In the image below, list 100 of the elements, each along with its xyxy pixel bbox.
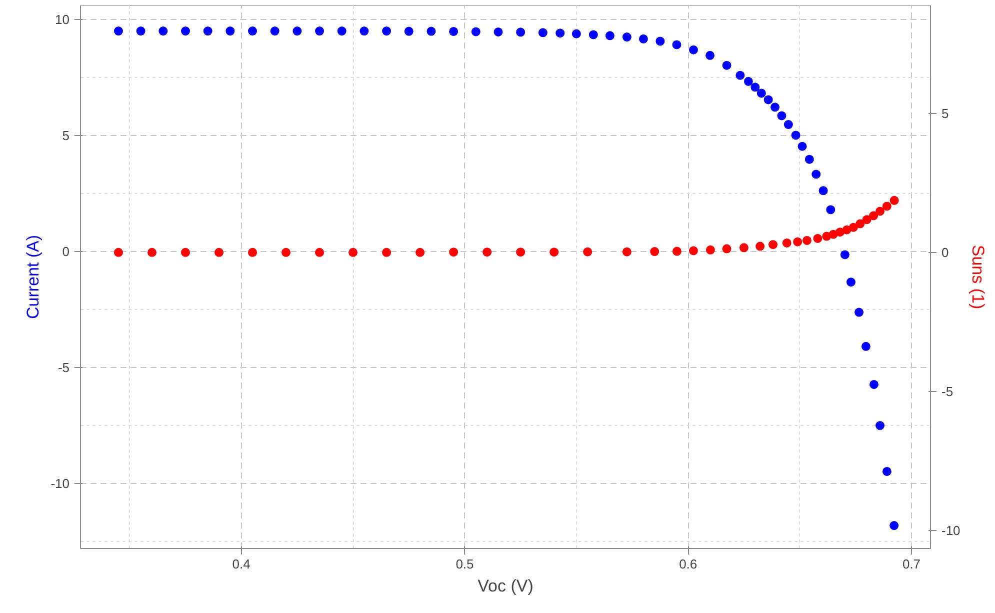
point (890, 521, 899, 530)
point (672, 40, 682, 50)
point (890, 196, 899, 205)
point (861, 342, 870, 351)
y2-tick-label: 5 (942, 106, 949, 121)
point (516, 248, 526, 257)
point (382, 26, 392, 36)
point (471, 27, 480, 36)
point (315, 26, 324, 36)
y-tick-label: -5 (58, 360, 70, 375)
point (638, 34, 648, 44)
point (114, 248, 123, 257)
point (516, 28, 526, 37)
x-tick-label: 0.4 (232, 556, 250, 572)
point (876, 421, 885, 430)
point (882, 466, 892, 476)
point (337, 26, 346, 36)
point (572, 29, 581, 38)
point (382, 248, 392, 257)
point (750, 82, 760, 92)
point (605, 31, 614, 40)
y2-tick-label: -5 (942, 384, 954, 399)
point (416, 248, 425, 257)
point (793, 237, 802, 246)
point (882, 202, 892, 211)
x-axis-title: Voc (V) (478, 576, 534, 596)
point (826, 205, 836, 214)
point (248, 248, 258, 257)
point (147, 248, 156, 257)
point (136, 26, 146, 36)
y-tick-label: 10 (55, 12, 70, 27)
point (770, 102, 780, 112)
point (404, 26, 414, 36)
point (804, 154, 814, 164)
point (722, 244, 732, 254)
point (672, 246, 682, 256)
y2-axis-title: Suns (1) (968, 244, 988, 310)
point (722, 60, 732, 70)
point (114, 26, 123, 36)
point (622, 32, 632, 42)
point (203, 26, 212, 36)
point (158, 26, 168, 36)
point (856, 219, 865, 228)
point (449, 248, 458, 257)
point (812, 170, 821, 179)
point (736, 70, 745, 80)
y-tick-label: 0 (62, 244, 70, 259)
point (798, 142, 807, 151)
point (869, 211, 878, 220)
point (706, 245, 715, 254)
point (583, 247, 592, 256)
point (739, 243, 748, 252)
point (482, 248, 492, 257)
point (706, 50, 715, 60)
point (426, 26, 436, 36)
point (214, 248, 224, 257)
point (876, 206, 885, 216)
y-tick-label: 5 (62, 128, 70, 143)
x-tick-label: 0.5 (456, 556, 474, 572)
point (622, 247, 632, 256)
point (226, 26, 235, 36)
point (588, 30, 598, 40)
point (550, 248, 559, 257)
point (846, 278, 856, 287)
point (348, 248, 358, 257)
point (782, 238, 792, 248)
point (270, 26, 280, 36)
y-tick-label: -10 (50, 476, 70, 492)
point (650, 247, 660, 256)
point (180, 26, 190, 36)
x-tick-label: 0.6 (679, 556, 698, 572)
point (813, 234, 822, 243)
y-axis-title: Current (A) (24, 234, 43, 320)
point (862, 215, 872, 224)
point (556, 28, 565, 38)
point (756, 242, 765, 251)
point (688, 246, 698, 256)
point (282, 248, 291, 257)
point (248, 26, 258, 36)
point (854, 308, 864, 317)
point (802, 236, 812, 245)
point (688, 45, 698, 54)
point (818, 186, 828, 196)
y2-tick-label: -10 (942, 522, 960, 538)
point (777, 111, 786, 120)
point (180, 248, 190, 257)
y2-tick-label: 0 (942, 244, 949, 260)
point (768, 240, 778, 250)
point (360, 26, 369, 36)
point (449, 27, 458, 36)
point (840, 250, 850, 260)
point (791, 130, 800, 140)
point (494, 27, 503, 36)
point (538, 28, 548, 38)
point (764, 95, 773, 104)
point (744, 76, 753, 86)
x-tick-label: 0.7 (902, 556, 921, 572)
point (292, 26, 302, 36)
point (315, 248, 324, 257)
point (869, 380, 878, 389)
